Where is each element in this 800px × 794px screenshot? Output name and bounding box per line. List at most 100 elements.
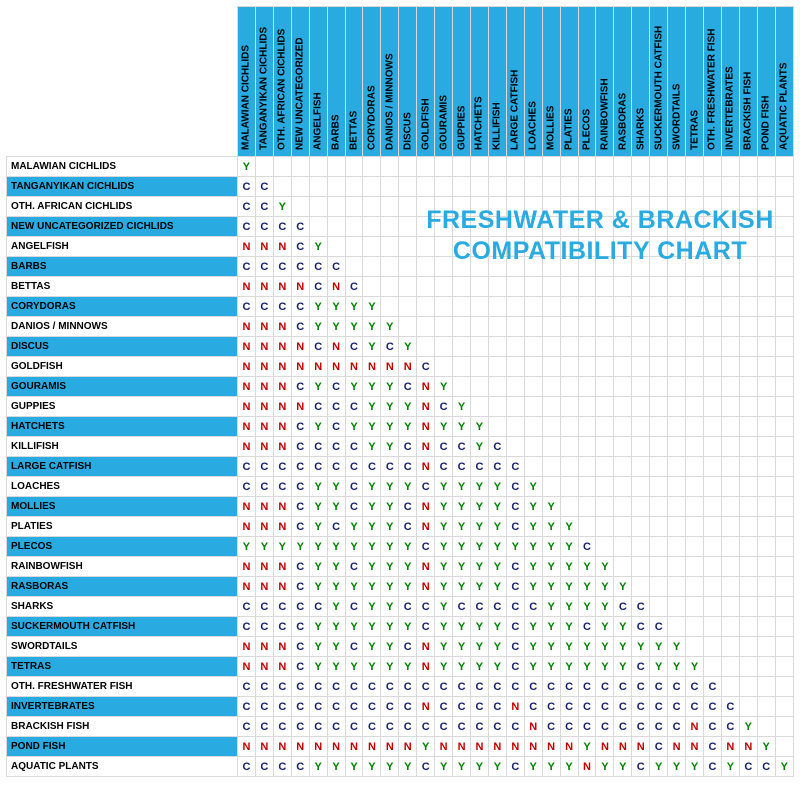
compat-cell xyxy=(721,657,739,677)
compat-cell: N xyxy=(255,237,273,257)
compat-cell xyxy=(650,157,668,177)
compat-cell: Y xyxy=(309,297,327,317)
col-header-label: KILLIFISH xyxy=(492,102,503,152)
compat-cell xyxy=(471,397,489,417)
compat-cell xyxy=(632,357,650,377)
compat-cell xyxy=(614,517,632,537)
col-header-label: GOURAMIS xyxy=(438,95,449,152)
compat-cell xyxy=(488,177,506,197)
compat-cell xyxy=(721,297,739,317)
compat-cell xyxy=(668,477,686,497)
compat-cell xyxy=(345,217,363,237)
compat-cell: Y xyxy=(435,617,453,637)
table-row: RASBORASNNNCYYYYYYNYYYYCYYYYYY xyxy=(7,577,794,597)
col-header: KILLIFISH xyxy=(488,7,506,157)
compat-cell xyxy=(703,277,721,297)
compat-cell: Y xyxy=(471,557,489,577)
compat-cell: N xyxy=(417,557,435,577)
compat-cell xyxy=(650,597,668,617)
compat-cell: C xyxy=(345,677,363,697)
compat-cell: Y xyxy=(381,657,399,677)
compat-cell xyxy=(363,157,381,177)
compat-cell: Y xyxy=(542,537,560,557)
compat-cell xyxy=(399,157,417,177)
compat-cell xyxy=(650,457,668,477)
compat-cell: N xyxy=(506,737,524,757)
compat-cell: Y xyxy=(596,577,614,597)
compat-cell: C xyxy=(560,677,578,697)
compat-cell xyxy=(399,197,417,217)
compat-cell xyxy=(453,297,471,317)
compat-cell xyxy=(668,297,686,317)
compat-cell xyxy=(632,417,650,437)
compat-cell: C xyxy=(255,617,273,637)
col-header: DANIOS / MINNOWS xyxy=(381,7,399,157)
compat-cell: C xyxy=(309,337,327,357)
compat-cell: Y xyxy=(560,597,578,617)
compat-cell xyxy=(632,537,650,557)
compat-cell: N xyxy=(255,397,273,417)
compat-cell: Y xyxy=(614,577,632,597)
compat-cell: N xyxy=(345,357,363,377)
compat-cell: N xyxy=(255,377,273,397)
compat-cell xyxy=(739,477,757,497)
compat-cell xyxy=(453,317,471,337)
compat-cell xyxy=(650,537,668,557)
compat-cell xyxy=(757,717,775,737)
compat-cell xyxy=(775,477,793,497)
compat-cell: C xyxy=(703,757,721,777)
compat-cell xyxy=(614,497,632,517)
compat-cell xyxy=(721,177,739,197)
compat-cell: C xyxy=(632,677,650,697)
compat-cell: Y xyxy=(488,557,506,577)
compat-cell: N xyxy=(309,357,327,377)
compat-cell: C xyxy=(273,617,291,637)
compat-cell xyxy=(417,277,435,297)
compat-cell xyxy=(542,157,560,177)
compat-cell: Y xyxy=(453,397,471,417)
compat-cell xyxy=(524,157,542,177)
row-header: LARGE CATFISH xyxy=(7,457,238,477)
compat-cell xyxy=(596,437,614,457)
row-header: PLATIES xyxy=(7,517,238,537)
compat-cell xyxy=(309,217,327,237)
compat-cell: Y xyxy=(488,637,506,657)
col-header-label: PLATIES xyxy=(564,109,575,152)
compat-cell: C xyxy=(273,757,291,777)
compat-cell xyxy=(524,177,542,197)
compat-cell: C xyxy=(632,597,650,617)
compat-cell xyxy=(614,297,632,317)
compat-cell: N xyxy=(417,697,435,717)
compat-cell: C xyxy=(650,737,668,757)
compat-cell xyxy=(417,157,435,177)
compat-cell: N xyxy=(238,397,256,417)
compat-cell: C xyxy=(291,237,309,257)
compat-cell xyxy=(775,377,793,397)
compat-cell xyxy=(686,417,704,437)
col-header: BARBS xyxy=(327,7,345,157)
compat-cell: Y xyxy=(345,317,363,337)
compat-cell xyxy=(614,457,632,477)
compat-cell xyxy=(668,497,686,517)
compat-cell xyxy=(596,537,614,557)
compat-cell: N xyxy=(739,737,757,757)
compat-cell xyxy=(650,377,668,397)
compat-cell: Y xyxy=(363,757,381,777)
compat-cell: C xyxy=(506,677,524,697)
compat-cell: N xyxy=(273,317,291,337)
compat-cell: C xyxy=(471,597,489,617)
compat-cell: C xyxy=(417,477,435,497)
compat-cell: Y xyxy=(345,517,363,537)
compat-cell xyxy=(703,437,721,457)
compat-cell xyxy=(291,197,309,217)
compat-cell xyxy=(435,337,453,357)
compat-cell xyxy=(775,677,793,697)
compat-cell: C xyxy=(291,257,309,277)
compat-cell: C xyxy=(291,217,309,237)
compat-cell xyxy=(399,277,417,297)
compat-cell: C xyxy=(273,697,291,717)
compat-cell: C xyxy=(417,677,435,697)
compat-cell xyxy=(596,377,614,397)
compat-cell xyxy=(488,397,506,417)
compat-cell xyxy=(721,557,739,577)
